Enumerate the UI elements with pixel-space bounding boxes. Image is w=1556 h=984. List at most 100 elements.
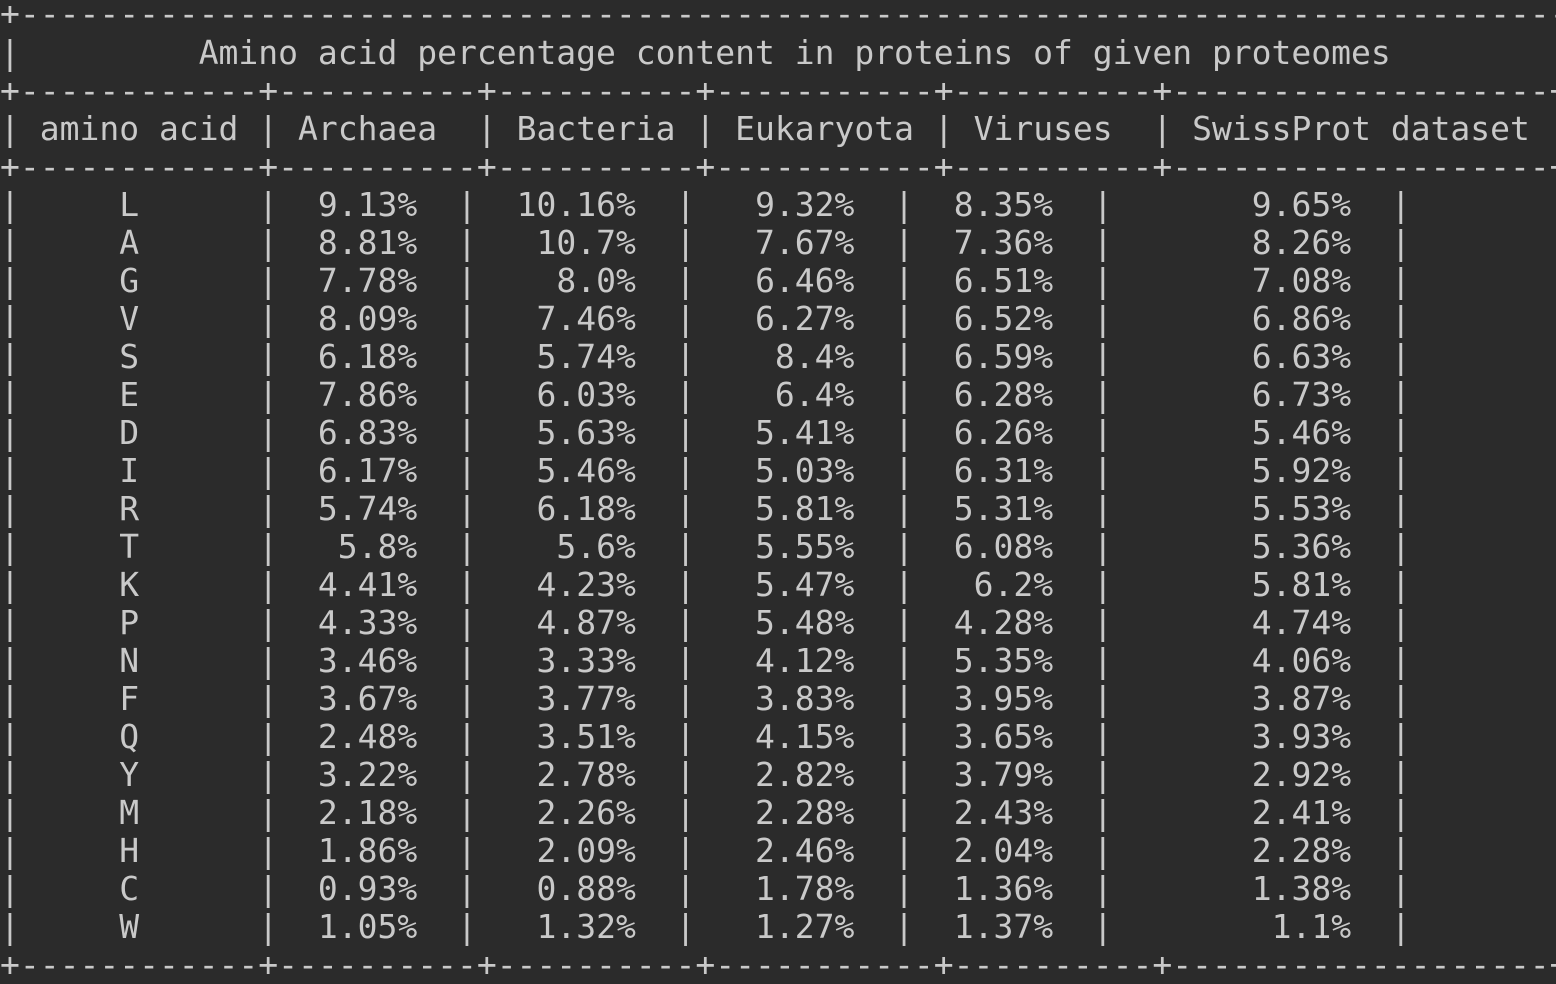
cell-archaea: 1.86% xyxy=(317,831,418,870)
cell-eukaryota: 5.03% xyxy=(755,451,855,490)
cell-swissprot: 5.92% xyxy=(1251,451,1352,490)
cell-amino-acid: W xyxy=(119,907,140,946)
cell-swissprot: 7.08% xyxy=(1251,261,1352,300)
cell-bacteria: 2.09% xyxy=(536,831,636,870)
cell-eukaryota: 1.78% xyxy=(755,869,855,908)
cell-viruses: 1.37% xyxy=(953,907,1054,946)
table-border-top: +---------------------------------------… xyxy=(0,0,1556,33)
cell-eukaryota: 5.55% xyxy=(755,527,855,566)
cell-swissprot: 6.63% xyxy=(1251,337,1352,376)
cell-archaea: 6.18% xyxy=(317,337,418,376)
cell-amino-acid: Y xyxy=(119,755,140,794)
cell-archaea: 3.22% xyxy=(317,755,418,794)
table-row: | N | 3.46% | 3.33% | 4.12% | 5.35% | 4.… xyxy=(0,641,1411,680)
cell-swissprot: 5.81% xyxy=(1251,565,1352,604)
table-row: | A | 8.81% | 10.7% | 7.67% | 7.36% | 8.… xyxy=(0,223,1411,262)
table-row: | M | 2.18% | 2.26% | 2.28% | 2.43% | 2.… xyxy=(0,793,1411,832)
cell-viruses: 6.28% xyxy=(953,375,1054,414)
table-row: | E | 7.86% | 6.03% | 6.4% | 6.28% | 6.7… xyxy=(0,375,1411,414)
cell-eukaryota: 5.81% xyxy=(755,489,855,528)
cell-viruses: 3.65% xyxy=(953,717,1054,756)
cell-archaea: 8.81% xyxy=(317,223,418,262)
cell-amino-acid: K xyxy=(119,565,140,604)
cell-bacteria: 6.03% xyxy=(536,375,636,414)
cell-viruses: 6.2% xyxy=(973,565,1054,604)
cell-eukaryota: 1.27% xyxy=(755,907,855,946)
cell-amino-acid: L xyxy=(119,185,140,224)
cell-archaea: 7.78% xyxy=(317,261,418,300)
cell-archaea: 8.09% xyxy=(317,299,418,338)
cell-swissprot: 2.92% xyxy=(1251,755,1352,794)
cell-swissprot: 6.73% xyxy=(1251,375,1352,414)
cell-bacteria: 5.74% xyxy=(536,337,636,376)
cell-amino-acid: V xyxy=(119,299,140,338)
cell-bacteria: 3.33% xyxy=(536,641,636,680)
cell-bacteria: 2.78% xyxy=(536,755,636,794)
table-title-row: | Amino acid percentage content in prote… xyxy=(0,33,1391,72)
cell-amino-acid: G xyxy=(119,261,140,300)
col-header-swissprot: SwissProt dataset xyxy=(1192,109,1530,148)
cell-swissprot: 3.87% xyxy=(1251,679,1352,718)
cell-archaea: 2.18% xyxy=(317,793,418,832)
cell-viruses: 6.51% xyxy=(953,261,1054,300)
cell-archaea: 7.86% xyxy=(317,375,418,414)
cell-amino-acid: F xyxy=(119,679,140,718)
cell-viruses: 3.95% xyxy=(953,679,1054,718)
table-row: | L | 9.13% | 10.16% | 9.32% | 8.35% | 9… xyxy=(0,185,1411,224)
cell-swissprot: 2.41% xyxy=(1251,793,1352,832)
cell-eukaryota: 9.32% xyxy=(755,185,855,224)
cell-amino-acid: S xyxy=(119,337,140,376)
cell-archaea: 4.41% xyxy=(317,565,418,604)
cell-archaea: 9.13% xyxy=(317,185,418,224)
cell-eukaryota: 3.83% xyxy=(755,679,855,718)
cell-archaea: 5.74% xyxy=(317,489,418,528)
table-row: | T | 5.8% | 5.6% | 5.55% | 6.08% | 5.36… xyxy=(0,527,1411,566)
cell-viruses: 8.35% xyxy=(953,185,1054,224)
table-row: | I | 6.17% | 5.46% | 5.03% | 6.31% | 5.… xyxy=(0,451,1411,490)
cell-amino-acid: C xyxy=(119,869,140,908)
cell-amino-acid: N xyxy=(119,641,140,680)
cell-archaea: 6.83% xyxy=(317,413,418,452)
cell-archaea: 2.48% xyxy=(317,717,418,756)
cell-amino-acid: E xyxy=(119,375,140,414)
col-header-archaea: Archaea xyxy=(298,109,438,148)
cell-viruses: 5.35% xyxy=(953,641,1054,680)
cell-bacteria: 1.32% xyxy=(536,907,636,946)
cell-archaea: 0.93% xyxy=(317,869,418,908)
cell-swissprot: 5.46% xyxy=(1251,413,1352,452)
cell-bacteria: 6.18% xyxy=(536,489,636,528)
table-row: | G | 7.78% | 8.0% | 6.46% | 6.51% | 7.0… xyxy=(0,261,1411,300)
table-row: | V | 8.09% | 7.46% | 6.27% | 6.52% | 6.… xyxy=(0,299,1411,338)
cell-bacteria: 4.87% xyxy=(536,603,636,642)
table-row: | K | 4.41% | 4.23% | 5.47% | 6.2% | 5.8… xyxy=(0,565,1411,604)
cell-archaea: 1.05% xyxy=(317,907,418,946)
cell-eukaryota: 6.46% xyxy=(755,261,855,300)
col-header-bacteria: Bacteria xyxy=(516,109,676,148)
cell-swissprot: 2.28% xyxy=(1251,831,1352,870)
cell-amino-acid: T xyxy=(119,527,140,566)
cell-amino-acid: M xyxy=(119,793,140,832)
cell-archaea: 4.33% xyxy=(317,603,418,642)
cell-bacteria: 7.46% xyxy=(536,299,636,338)
table-border-title: +------------+----------+----------+----… xyxy=(0,71,1556,110)
cell-bacteria: 4.23% xyxy=(536,565,636,604)
cell-swissprot: 8.26% xyxy=(1251,223,1352,262)
cell-amino-acid: R xyxy=(119,489,140,528)
cell-archaea: 3.67% xyxy=(317,679,418,718)
cell-swissprot: 1.38% xyxy=(1251,869,1352,908)
cell-viruses: 6.08% xyxy=(953,527,1054,566)
cell-eukaryota: 4.12% xyxy=(755,641,855,680)
col-header-eukaryota: Eukaryota xyxy=(735,109,914,148)
cell-viruses: 3.79% xyxy=(953,755,1054,794)
cell-bacteria: 5.6% xyxy=(556,527,636,566)
table-border-header: +------------+----------+----------+----… xyxy=(0,147,1556,186)
cell-bacteria: 2.26% xyxy=(536,793,636,832)
cell-viruses: 2.43% xyxy=(953,793,1054,832)
cell-viruses: 6.59% xyxy=(953,337,1054,376)
table-row: | P | 4.33% | 4.87% | 5.48% | 4.28% | 4.… xyxy=(0,603,1411,642)
cell-viruses: 5.31% xyxy=(953,489,1054,528)
cell-swissprot: 4.06% xyxy=(1251,641,1352,680)
table-row: | C | 0.93% | 0.88% | 1.78% | 1.36% | 1.… xyxy=(0,869,1411,908)
table-row: | S | 6.18% | 5.74% | 8.4% | 6.59% | 6.6… xyxy=(0,337,1411,376)
